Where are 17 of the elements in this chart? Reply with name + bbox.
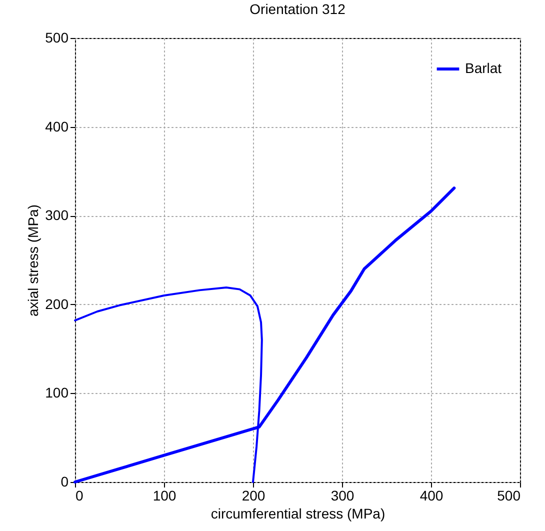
x-tick-label: 0 [76, 488, 84, 504]
legend-label: Barlat [465, 60, 502, 76]
x-tick-label: 300 [330, 488, 354, 504]
x-tick-label: 500 [497, 488, 521, 504]
y-axis-title: axial stress (MPa) [25, 204, 42, 317]
x-axis-title: circumferential stress (MPa) [210, 506, 386, 522]
x-tick-label: 100 [152, 488, 176, 504]
x-tick-label: 400 [420, 488, 444, 504]
chart-title: Orientation 312 [250, 1, 346, 17]
y-tick-label: 300 [45, 207, 69, 224]
x-tick-label: 200 [242, 488, 266, 504]
line-series [74, 186, 456, 484]
y-tick-label: 200 [45, 296, 69, 312]
y-tick-label: 400 [45, 118, 69, 134]
y-tick-label: 0 [60, 474, 69, 490]
y-tick-label: 500 [45, 30, 69, 46]
y-tick-label: 100 [45, 384, 69, 401]
